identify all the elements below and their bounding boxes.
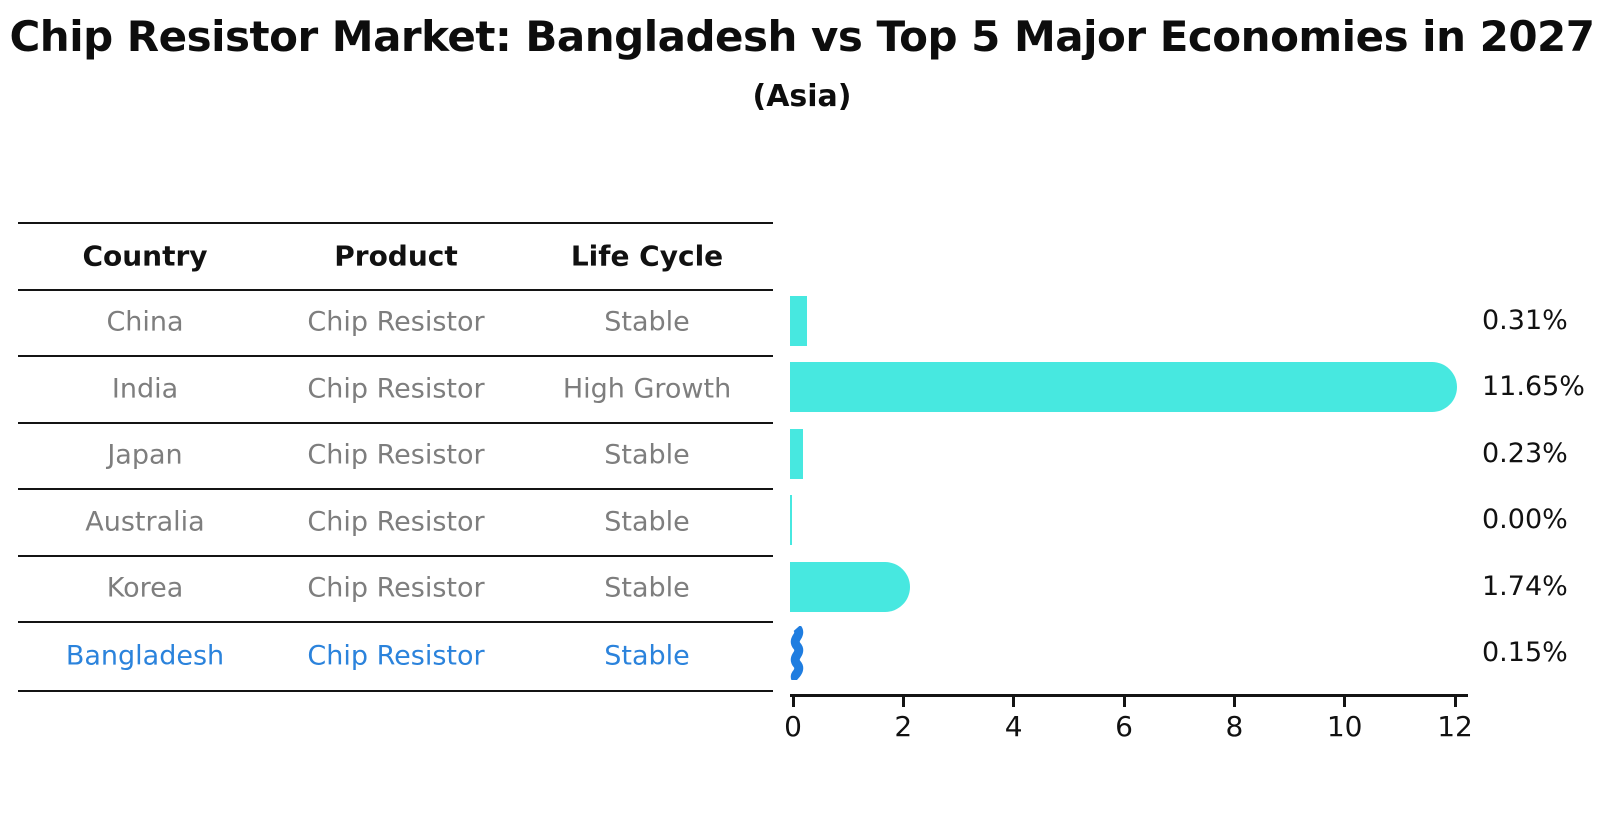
table-cell-product: Chip Resistor [307, 306, 485, 338]
table-rule [18, 355, 773, 357]
table-cell-product: Chip Resistor [307, 506, 485, 537]
x-tick-label: 8 [1225, 710, 1244, 743]
table-cell-life-cycle: Stable [604, 640, 690, 671]
table-cell-country: Japan [107, 439, 183, 471]
value-label: 11.65% [1482, 370, 1585, 402]
chart-title: Chip Resistor Market: Bangladesh vs Top … [9, 12, 1595, 61]
x-axis-tick [791, 694, 795, 707]
x-axis-tick [1012, 694, 1016, 707]
column-header-country: Country [82, 239, 208, 272]
table-cell-life-cycle: Stable [604, 306, 690, 338]
x-tick-label: 10 [1326, 710, 1363, 743]
bar-japan [790, 429, 803, 479]
value-label: 0.15% [1482, 636, 1568, 668]
value-label: 0.23% [1482, 437, 1568, 469]
table-rule [18, 422, 773, 424]
table-cell-life-cycle: Stable [604, 506, 690, 537]
table-rule [18, 289, 773, 291]
value-label: 0.00% [1482, 503, 1568, 535]
table-cell-country: India [111, 373, 179, 404]
table-cell-country: China [106, 306, 184, 338]
x-axis-tick [901, 694, 905, 707]
x-axis-tick [1453, 694, 1457, 707]
table-cell-country: Korea [106, 572, 184, 604]
x-tick-label: 0 [784, 710, 802, 743]
table-cell-life-cycle: High Growth [562, 373, 732, 404]
table-cell-country: Australia [85, 506, 205, 537]
table-cell-product: Chip Resistor [307, 640, 485, 671]
bar-bangladesh [790, 626, 804, 680]
chart-subtitle: (Asia) [752, 79, 852, 114]
table-cell-life-cycle: Stable [604, 572, 690, 604]
column-header-product: Product [334, 239, 458, 272]
table-rule [18, 690, 773, 692]
x-tick-label: 2 [894, 710, 913, 743]
bar-korea [790, 562, 910, 612]
x-axis-tick [1343, 694, 1347, 707]
table-rule [18, 488, 773, 490]
x-tick-label: 6 [1115, 710, 1133, 743]
table-rule [18, 222, 773, 224]
table-cell-product: Chip Resistor [307, 439, 485, 471]
x-axis-tick [1122, 694, 1126, 707]
bar-india [790, 362, 1457, 412]
x-tick-label: 4 [1004, 710, 1023, 743]
table-cell-product: Chip Resistor [307, 572, 485, 604]
value-label: 1.74% [1482, 570, 1568, 602]
table-cell-country: Bangladesh [65, 640, 225, 671]
table-cell-life-cycle: Stable [604, 439, 690, 471]
bar-china [790, 296, 808, 346]
x-tick-label: 12 [1437, 710, 1473, 743]
value-label: 0.31% [1482, 304, 1568, 336]
x-axis-tick [1232, 694, 1236, 707]
column-header-life-cycle: Life Cycle [570, 239, 724, 272]
table-rule [18, 621, 773, 623]
x-axis-line [790, 694, 1468, 697]
bar-australia [790, 495, 792, 545]
table-cell-product: Chip Resistor [307, 373, 485, 404]
table-rule [18, 555, 773, 557]
